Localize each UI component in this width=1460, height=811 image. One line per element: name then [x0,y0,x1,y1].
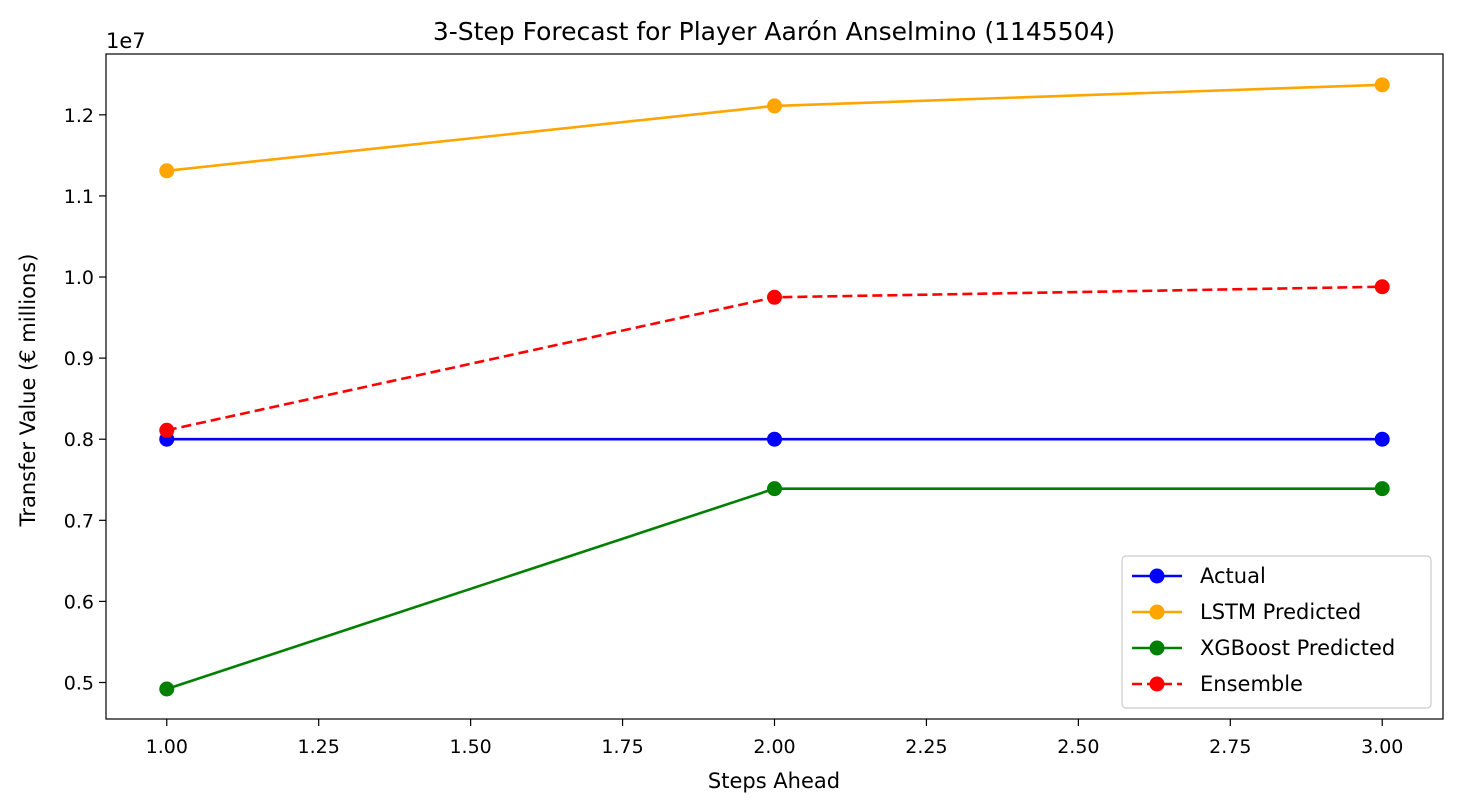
data-point-xgboost-predicted [159,681,175,697]
legend-label-xgboost-predicted: XGBoost Predicted [1200,636,1395,660]
x-tick-label: 1.25 [298,736,340,758]
x-tick-label: 2.50 [1057,736,1099,758]
y-tick-label: 1.0 [64,267,94,289]
legend-swatch-marker [1149,640,1165,656]
y-axis-label: Transfer Value (€ millions) [16,254,40,528]
y-tick-label: 0.6 [64,591,94,613]
y-tick-label: 1.2 [64,105,94,127]
data-point-ensemble [159,422,175,438]
data-point-lstm-predicted [1374,77,1390,93]
y-tick-label: 0.7 [64,510,94,532]
data-point-lstm-predicted [159,163,175,179]
x-axis-label: Steps Ahead [708,769,840,793]
data-point-lstm-predicted [767,98,782,114]
series-line-lstm-predicted [166,83,1383,173]
legend-swatch-marker [1149,676,1165,692]
chart-title: 3-Step Forecast for Player Aarón Anselmi… [433,17,1115,46]
legend-box [1121,555,1432,709]
legend-label-actual: Actual [1200,564,1266,588]
legend-label-lstm-predicted: LSTM Predicted [1200,600,1361,624]
data-point-ensemble [767,289,782,305]
series-line-ensemble [166,285,1383,432]
legend-swatch-marker [1149,568,1165,584]
x-tick-label: 3.00 [1361,736,1403,758]
data-point-xgboost-predicted [767,481,782,497]
y-offset-label: 1e7 [106,29,146,53]
data-point-actual [767,431,782,447]
y-tick-label: 0.8 [64,429,94,451]
x-tick-label: 1.75 [601,736,643,758]
x-tick-label: 2.25 [905,736,947,758]
x-tick-label: 2.75 [1209,736,1251,758]
x-tick-label: 1.50 [449,736,491,758]
data-point-actual [1374,431,1390,447]
x-tick-label: 1.00 [146,736,188,758]
data-point-xgboost-predicted [1374,481,1390,497]
y-tick-label: 1.1 [64,186,94,208]
y-tick-label: 0.5 [64,673,94,695]
data-point-ensemble [1374,279,1390,295]
y-tick-label: 0.9 [64,348,94,370]
legend-label-ensemble: Ensemble [1200,672,1303,696]
legend: Actual LSTM Predicted XGBoost Predicted Ens… [1121,555,1432,709]
x-tick-label: 2.00 [753,736,795,758]
legend-swatch-marker [1149,604,1165,620]
plot-area: 1.00 1.25 1.50 1.75 2.00 2.25 2.50 2.75 3.00 0.5 0… [64,53,1444,758]
